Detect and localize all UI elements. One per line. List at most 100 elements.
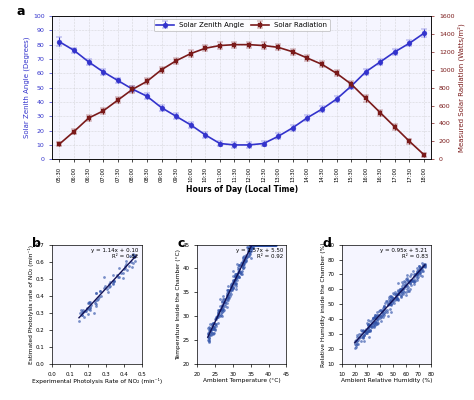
Point [247, 242, 255, 248]
Point [105, 284, 112, 290]
Point [129, 252, 137, 259]
Y-axis label: Estimated Photolysis rate of NO₂ (min⁻¹): Estimated Photolysis rate of NO₂ (min⁻¹) [28, 245, 34, 364]
Point [264, 242, 272, 248]
Point [359, 334, 366, 340]
Point [381, 307, 389, 314]
Point [119, 275, 127, 281]
Point [215, 308, 223, 314]
Point [232, 283, 240, 289]
Point [246, 242, 254, 248]
Point [204, 331, 212, 338]
Point [371, 313, 379, 320]
Point [419, 273, 426, 279]
Y-axis label: Measured Solar Radiation (Watts/m²): Measured Solar Radiation (Watts/m²) [457, 23, 465, 152]
Point [367, 323, 374, 329]
Point [249, 242, 257, 248]
Point [384, 300, 392, 307]
Point [268, 242, 275, 248]
Point [116, 274, 123, 281]
Point [233, 276, 240, 283]
Point [377, 314, 385, 320]
Point [226, 286, 233, 293]
Point [394, 297, 401, 303]
Point [351, 341, 359, 347]
Point [210, 324, 218, 330]
Point [258, 242, 266, 248]
Point [207, 328, 215, 335]
Point [208, 325, 216, 332]
Point [267, 242, 274, 248]
Point [121, 265, 128, 271]
Point [96, 288, 104, 294]
Point [223, 304, 230, 310]
Legend: Solar Zenith Angle, Solar Radiation: Solar Zenith Angle, Solar Radiation [154, 20, 330, 31]
Point [228, 283, 235, 289]
Point [272, 242, 279, 248]
Point [266, 242, 273, 248]
Point [262, 242, 269, 248]
Point [242, 252, 250, 258]
Point [245, 245, 253, 251]
Point [384, 301, 392, 307]
Point [374, 309, 381, 315]
Point [416, 263, 423, 269]
Point [417, 264, 424, 270]
Point [355, 335, 363, 341]
Point [266, 242, 273, 248]
Point [258, 242, 265, 248]
Point [93, 297, 100, 303]
Point [221, 303, 229, 310]
Point [421, 264, 428, 270]
Point [228, 282, 235, 288]
Point [370, 323, 377, 329]
Point [397, 294, 405, 300]
Point [366, 326, 374, 333]
Point [262, 242, 269, 248]
Point [266, 242, 274, 248]
Point [407, 271, 415, 277]
Point [389, 296, 396, 302]
Point [248, 242, 256, 248]
Point [257, 242, 264, 248]
Point [405, 288, 412, 294]
Point [364, 322, 372, 328]
Point [247, 244, 255, 251]
Point [214, 312, 222, 318]
Point [387, 308, 394, 315]
Point [403, 275, 411, 281]
Point [217, 303, 224, 309]
Point [239, 261, 247, 267]
Point [106, 282, 114, 289]
Point [242, 255, 250, 262]
Point [415, 262, 422, 269]
Point [80, 307, 87, 313]
Point [407, 282, 415, 288]
Point [238, 263, 246, 269]
Point [205, 327, 212, 333]
Point [357, 327, 365, 334]
Point [403, 277, 411, 283]
Point [266, 242, 273, 248]
Point [80, 314, 88, 320]
Point [401, 284, 408, 291]
Point [258, 242, 265, 248]
Point [229, 284, 237, 290]
Point [232, 275, 240, 281]
Point [213, 314, 221, 320]
Point [387, 301, 394, 307]
Point [227, 284, 235, 290]
Point [207, 326, 214, 333]
Point [242, 254, 250, 260]
Point [213, 314, 221, 320]
Point [237, 260, 245, 266]
Point [417, 270, 424, 276]
Point [254, 242, 262, 248]
Point [263, 242, 270, 248]
Point [413, 265, 421, 271]
Point [244, 252, 252, 259]
Point [254, 242, 261, 248]
Point [394, 296, 401, 302]
Point [396, 288, 403, 294]
Point [249, 242, 256, 248]
Point [272, 242, 279, 248]
